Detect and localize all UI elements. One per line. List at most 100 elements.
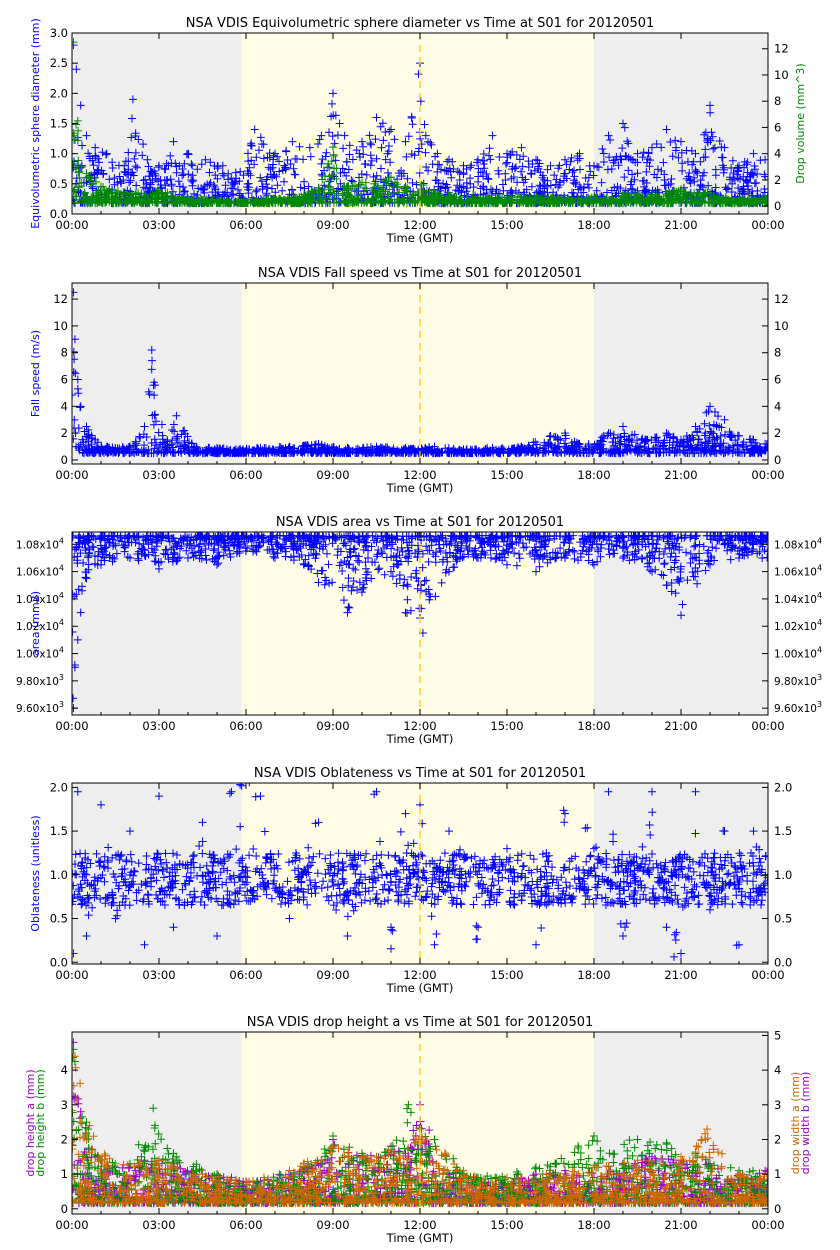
data-point [561, 442, 570, 451]
data-point [167, 180, 176, 189]
data-point [88, 156, 97, 165]
y-tick-label-left: 8 [61, 346, 68, 360]
data-point [590, 440, 599, 449]
data-point [519, 178, 528, 187]
data-point [245, 163, 254, 172]
data-point [692, 167, 701, 176]
data-point [178, 165, 187, 174]
data-point [555, 161, 564, 170]
data-point [238, 198, 247, 207]
data-point [701, 128, 710, 137]
data-point [318, 185, 327, 194]
data-point [486, 155, 495, 164]
data-point [89, 161, 98, 170]
y-axis-label-left: Fall speed (m/s) [29, 330, 42, 417]
data-point [367, 542, 376, 551]
data-point [360, 199, 369, 208]
data-point [124, 148, 133, 157]
data-point [454, 187, 463, 196]
data-point [538, 173, 547, 182]
data-point [344, 182, 353, 191]
data-point [391, 178, 400, 187]
data-point [701, 446, 710, 455]
data-point [339, 144, 348, 153]
data-point [501, 159, 510, 168]
data-point [233, 185, 242, 194]
data-point [387, 447, 396, 456]
data-point [709, 447, 718, 456]
data-point [184, 149, 192, 158]
data-point [440, 166, 449, 175]
data-point [653, 165, 662, 174]
data-point [553, 434, 562, 443]
data-point [436, 192, 445, 201]
data-point [269, 151, 278, 160]
data-point [743, 185, 752, 194]
data-point [74, 183, 83, 192]
data-point [288, 186, 297, 195]
data-point [74, 443, 83, 452]
data-point [598, 444, 607, 453]
data-point [128, 168, 137, 177]
data-point [263, 172, 272, 181]
data-point [614, 449, 623, 458]
data-point [211, 171, 220, 180]
data-point [197, 160, 206, 169]
data-point [625, 556, 634, 565]
x-tick-label: 18:00 [577, 218, 610, 232]
data-point [402, 152, 411, 161]
data-point [422, 576, 431, 585]
data-point [619, 191, 628, 200]
y-tick-label-right: 0 [774, 199, 781, 213]
data-point [695, 199, 704, 208]
data-point [564, 199, 573, 208]
data-point [379, 198, 388, 207]
data-point [593, 162, 602, 171]
data-point [429, 198, 438, 207]
data-point [749, 149, 758, 158]
data-point [333, 131, 342, 140]
data-point [462, 198, 471, 207]
data-point [478, 198, 487, 207]
data-point [105, 184, 114, 193]
data-point [734, 198, 743, 207]
data-point [224, 448, 233, 457]
data-point [408, 120, 417, 129]
y-tick-label-left: 2.5 [50, 56, 68, 70]
data-point [397, 166, 406, 175]
data-point [94, 189, 103, 198]
data-point [327, 112, 336, 121]
data-point [686, 441, 695, 450]
data-point [205, 168, 214, 177]
data-point [499, 445, 508, 454]
data-point [548, 199, 557, 208]
data-point [715, 136, 724, 145]
data-point [135, 432, 144, 441]
y-tick-label-right: 2 [774, 426, 781, 440]
data-layer [72, 38, 768, 208]
data-point [404, 132, 413, 141]
data-point [585, 445, 594, 454]
data-point [115, 444, 124, 453]
data-point [141, 184, 150, 193]
data-point [315, 135, 324, 144]
data-point [486, 553, 495, 562]
data-point [378, 119, 387, 128]
data-point [172, 434, 181, 443]
data-point [455, 446, 464, 455]
data-point [644, 448, 653, 457]
data-point [393, 195, 402, 204]
data-point [153, 193, 162, 202]
data-point [668, 152, 677, 161]
data-point [73, 161, 82, 170]
data-point [94, 193, 103, 202]
data-point [462, 446, 471, 455]
data-point [72, 185, 79, 194]
data-point [393, 448, 402, 457]
data-point [626, 155, 635, 164]
data-point [150, 194, 159, 203]
data-point [84, 172, 93, 181]
data-point [72, 369, 80, 378]
data-point [84, 437, 93, 446]
data-point [133, 195, 142, 204]
